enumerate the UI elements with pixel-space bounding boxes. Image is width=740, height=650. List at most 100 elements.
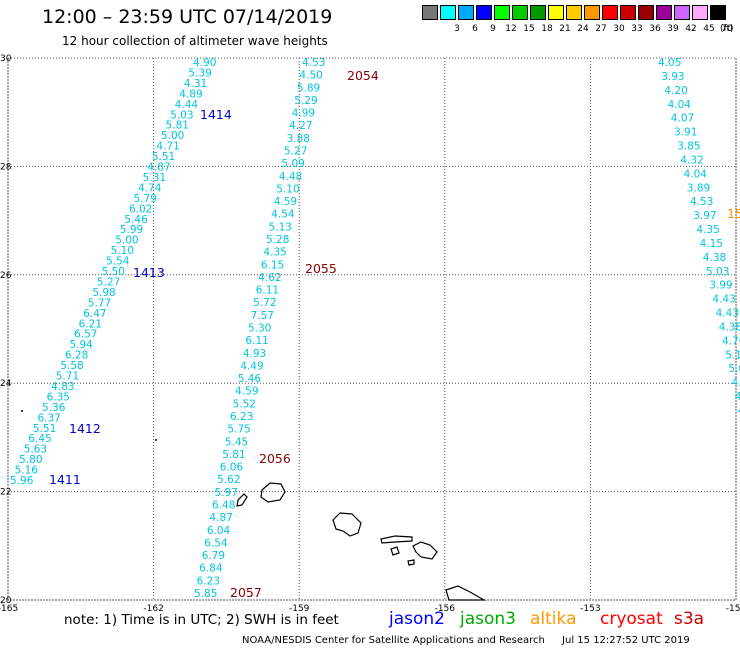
- wave-height-value: 5.58: [60, 360, 83, 372]
- island-dot: [21, 410, 23, 412]
- wave-height-value: 4.31: [184, 78, 207, 90]
- wave-height-value: 6.06: [220, 462, 244, 474]
- pass-number: 2056: [259, 451, 291, 466]
- wave-height-value: 4.: [732, 377, 740, 389]
- wave-height-value: 5.27: [284, 146, 307, 158]
- wave-height-value: 5.31: [143, 172, 166, 184]
- scale-tick-label: 9: [490, 24, 496, 34]
- wave-height-value: 4.32: [680, 154, 703, 166]
- scale-tick-label: 36: [649, 24, 661, 34]
- wave-height-value: 6.11: [245, 335, 268, 347]
- altimeter-tracks: 4.905.394.314.894.445.035.815.004.715.51…: [10, 57, 740, 600]
- scale-swatch: [656, 5, 672, 20]
- wave-height-value: 5.13: [269, 221, 292, 233]
- scale-tick-label: 24: [577, 24, 589, 34]
- wave-height-value: 5.96: [10, 475, 34, 487]
- wave-height-value: 6.02: [129, 203, 152, 215]
- wave-height-value: 6.21: [79, 318, 102, 330]
- wave-height-value: 6.28: [65, 350, 88, 362]
- altimeter-track: 4.534.505.895.294.994.273.885.275.094.48…: [194, 57, 325, 600]
- wave-height-value: 4.49: [240, 360, 263, 372]
- wave-height-value: 5.51: [33, 423, 56, 435]
- wave-height-value: 4.43: [712, 294, 735, 306]
- wave-height-value: 4.54: [271, 209, 295, 221]
- scale-swatch: [422, 5, 438, 20]
- scale-tick-label: 30: [613, 24, 625, 34]
- wave-height-value: 4.50: [299, 70, 322, 82]
- satellite-s3a: s3a: [674, 609, 705, 629]
- wave-height-value: 4.38: [703, 252, 726, 264]
- maui-island: [412, 541, 438, 560]
- wave-height-value: 4.99: [292, 108, 315, 120]
- wave-height-value: 5.1: [725, 349, 740, 361]
- wave-height-value: 5.89: [297, 82, 320, 94]
- wave-height-value: 5.51: [152, 151, 175, 163]
- scale-swatch: [692, 5, 708, 20]
- scale-tick-label: 12: [505, 24, 517, 34]
- map-frame: [7, 57, 737, 601]
- wave-height-value: 5.75: [227, 424, 250, 436]
- wave-height-value: 5.30: [248, 323, 271, 335]
- wave-height-value: 5.03: [706, 266, 729, 278]
- wave-height-value: 4.83: [51, 381, 74, 393]
- pass-number: 1412: [69, 421, 101, 436]
- wave-height-value: 5.03: [170, 109, 193, 121]
- scale-tick-label: 6: [472, 24, 478, 34]
- chart-subtitle: 12 hour collection of altimeter wave hei…: [62, 34, 328, 48]
- wave-height-value: 5.77: [88, 297, 111, 309]
- wave-height-value: 5.45: [225, 436, 248, 448]
- scale-tick-label: 70: [721, 24, 733, 34]
- footer-credit: NOAA/NESDIS Center for Satellite Applica…: [242, 635, 690, 646]
- wave-height-value: 3.97: [693, 210, 716, 222]
- wave-height-value: 6.35: [47, 391, 70, 403]
- wave-height-value: 4: [738, 405, 740, 417]
- lanai-island: [390, 546, 400, 556]
- scale-swatch: [476, 5, 492, 20]
- wave-height-value: 4.89: [179, 88, 202, 100]
- wave-height-value: 4.04: [668, 99, 692, 111]
- wave-height-value: 4.59: [235, 386, 258, 398]
- scale-swatch: [602, 5, 618, 20]
- scale-tick-label: 42: [685, 24, 697, 34]
- wave-height-value: 4.48: [279, 171, 302, 183]
- pass-number: 2057: [230, 585, 262, 600]
- pass-number: 1413: [133, 265, 165, 280]
- wave-height-value: 4.: [735, 391, 740, 403]
- pass-labels: 1414 1413 1412 1411 2054 2055 2056 2057 15: [49, 68, 740, 600]
- wave-height-value: 5.10: [276, 183, 299, 195]
- wave-height-value: 5.10: [111, 245, 134, 257]
- lat-label: 28: [0, 162, 12, 172]
- wave-height-value: 4.87: [209, 512, 232, 524]
- scale-tick-label: 18: [541, 24, 553, 34]
- wave-height-value: 4.05: [658, 57, 681, 69]
- wave-height-value: 5.09: [281, 158, 304, 170]
- wave-height-value: 5.00: [115, 235, 138, 247]
- scale-swatch: [530, 5, 546, 20]
- scale-swatch: [548, 5, 564, 20]
- altimeter-track: 4.05 3.93 4.20 4.04 4.07 3.91 3.854.32 4.04 3.89…: [658, 57, 740, 417]
- wave-height-value: 4.62: [258, 272, 281, 284]
- oahu-island: [332, 512, 362, 537]
- wave-height-value: 4.35: [696, 224, 719, 236]
- wave-height-value: 4.93: [243, 348, 266, 360]
- wave-height-value: 6.04: [207, 525, 231, 537]
- credit-text: NOAA/NESDIS Center for Satellite Applica…: [242, 635, 545, 646]
- wave-height-value: 6.57: [74, 329, 97, 341]
- scale-swatch: [440, 5, 456, 20]
- scale-swatch: [512, 5, 528, 20]
- wave-height-value: 3.85: [677, 141, 700, 153]
- satellite-altika: altika: [530, 609, 577, 629]
- scale-tick-label: 21: [559, 24, 571, 34]
- wave-height-value: 4.74: [138, 182, 162, 194]
- wave-height-value: 4.59: [274, 196, 297, 208]
- hawaiian-islands: [21, 410, 487, 601]
- lat-label: 20: [0, 596, 12, 606]
- scale-swatch: [458, 5, 474, 20]
- kahoolawe-island: [407, 559, 415, 566]
- lon-label: -159: [289, 604, 310, 614]
- wave-height-value: 5.0: [728, 363, 740, 375]
- wave-height-value: 4.35: [263, 247, 286, 259]
- scale-swatch: [494, 5, 510, 20]
- scale-units: (ft): [720, 24, 734, 34]
- wave-height-value: 5.97: [215, 487, 238, 499]
